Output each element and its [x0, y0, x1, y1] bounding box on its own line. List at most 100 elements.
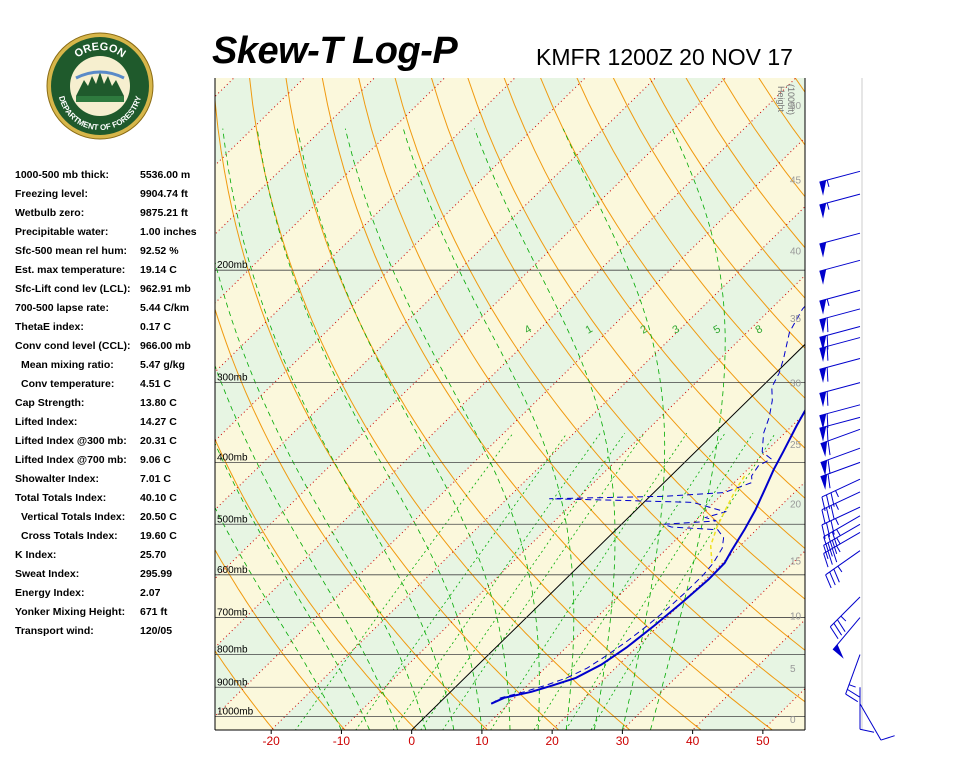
wind-barb-staff — [819, 337, 861, 349]
wind-barb — [819, 170, 861, 196]
wind-barb-feather — [823, 545, 829, 560]
mixing-ratio-label: 8 — [754, 323, 765, 336]
mixing-ratio-line — [533, 432, 726, 730]
wind-barb-feather — [826, 346, 829, 361]
height-tick-label: 20 — [790, 500, 802, 511]
wind-barb-flag — [820, 460, 828, 476]
temperature-trace — [490, 408, 805, 705]
index-row: Yonker Mixing Height: 671 ft — [15, 606, 215, 625]
pressure-label: 600mb — [217, 565, 248, 576]
index-row: Total Totals Index: 40.10 C — [15, 492, 215, 511]
wind-barb-flag — [819, 391, 827, 408]
index-value: 13.80 C — [140, 397, 177, 409]
wind-barb-feather — [825, 507, 831, 522]
wind-barb-flag — [819, 318, 827, 334]
index-label: Lifted Index @300 mb: — [15, 435, 127, 447]
wind-barb — [819, 416, 861, 442]
index-label: 700-500 lapse rate: — [15, 302, 109, 314]
x-tick-label: -20 — [263, 734, 281, 748]
wind-barb — [819, 382, 861, 408]
pressure-label: 1000mb — [217, 706, 254, 717]
height-axis-unit: (1000ft) — [786, 84, 796, 115]
index-row: Vertical Totals Index: 20.50 C — [15, 511, 215, 530]
wind-barb-feather — [823, 536, 829, 551]
index-value: 120/05 — [140, 625, 173, 637]
moist-adiabat-line — [562, 128, 666, 730]
wind-barb-flag — [819, 426, 827, 442]
wind-barb-flag — [820, 441, 828, 457]
index-value: 295.99 — [140, 568, 173, 580]
index-row: Cap Strength: 13.80 C — [15, 397, 215, 416]
index-row: Precipitable water: 1.00 inches — [15, 226, 215, 245]
plot-background — [0, 49, 805, 743]
wind-barbs — [819, 78, 895, 741]
wind-barb — [832, 617, 861, 659]
isotherm-line — [820, 49, 960, 743]
plot-labels: 200mb 300mb 400mb 500mb 600mb 700mb 800mb 900mb… — [217, 84, 802, 726]
wind-barb-feather — [825, 522, 831, 537]
dry-adiabat-line — [249, 78, 631, 730]
wind-barb-half-feather — [848, 684, 856, 688]
wind-barb-feather — [821, 509, 826, 524]
wind-barb-feather — [827, 473, 831, 489]
wind-barb-flag — [819, 299, 827, 315]
pressure-label: 800mb — [217, 645, 248, 656]
index-value: 2.07 — [140, 587, 161, 599]
wind-barb-feather — [829, 571, 836, 586]
index-row: Cross Totals Index: 19.60 C — [15, 530, 215, 549]
wind-barb — [821, 491, 861, 524]
wind-barb-feather — [880, 735, 895, 741]
isotherm-band — [0, 49, 123, 743]
wind-barb — [821, 478, 861, 512]
index-label: Energy Index: — [15, 587, 85, 599]
wind-barb-staff — [845, 654, 861, 695]
wind-barb-half-feather — [836, 537, 841, 545]
pressure-label: 200mb — [217, 260, 248, 271]
dry-adiabat-line — [430, 78, 805, 600]
mixing-ratio-label: 4 — [523, 323, 534, 336]
wind-barb-flag — [833, 644, 844, 659]
wind-barb-staff — [823, 532, 861, 554]
dry-adiabat-line — [215, 548, 346, 730]
wind-barb-flag — [819, 242, 827, 258]
dry-adiabat-line — [812, 49, 960, 743]
isotherm-band — [0, 49, 193, 743]
plot-grid — [0, 49, 960, 743]
wind-barb-feather — [833, 622, 843, 636]
isotherm-band — [215, 78, 805, 717]
mixing-ratio-line — [420, 432, 626, 730]
isotherm-band — [215, 137, 805, 730]
wind-barb-staff — [825, 550, 861, 576]
wind-barb — [823, 515, 861, 551]
wind-barb-flag — [819, 346, 827, 362]
isotherm-line — [0, 49, 123, 743]
dry-adiabat-line — [918, 49, 960, 743]
wind-barb-feather — [831, 540, 838, 555]
wind-barb-staff — [829, 596, 861, 628]
wind-barb-feather — [845, 693, 859, 703]
index-row: Lifted Index: 14.27 C — [15, 416, 215, 435]
index-label: Lifted Index @700 mb: — [15, 454, 127, 466]
x-tick-label: 20 — [545, 734, 559, 748]
wind-barb — [859, 687, 875, 733]
wind-barb — [819, 337, 861, 362]
height-tick-label: 15 — [790, 556, 802, 567]
isotherm-line — [0, 49, 53, 743]
moist-adiabat-line — [215, 260, 427, 730]
dry-adiabat-line — [394, 78, 805, 651]
dry-adiabat-line — [285, 78, 702, 730]
index-row: Conv temperature: 4.51 C — [15, 378, 215, 397]
wind-barb-feather — [825, 574, 832, 589]
wind-barb-feather — [836, 619, 846, 632]
wind-barb-half-feather — [826, 202, 830, 210]
index-value: 14.27 C — [140, 416, 177, 428]
index-value: 92.52 % — [140, 245, 179, 257]
plot-frame: -20 -10 0 10 20 30 40 50 — [214, 78, 806, 748]
wind-barb-staff — [823, 515, 861, 538]
wind-barb-feather — [826, 413, 829, 428]
stability-indices-panel: 1000-500 mb thick: 5536.00 m Freezing leve… — [15, 169, 215, 644]
dry-adiabat-line — [612, 78, 805, 349]
index-label: Conv cond level (CCL): — [15, 340, 131, 352]
index-value: 962.91 mb — [140, 283, 191, 295]
